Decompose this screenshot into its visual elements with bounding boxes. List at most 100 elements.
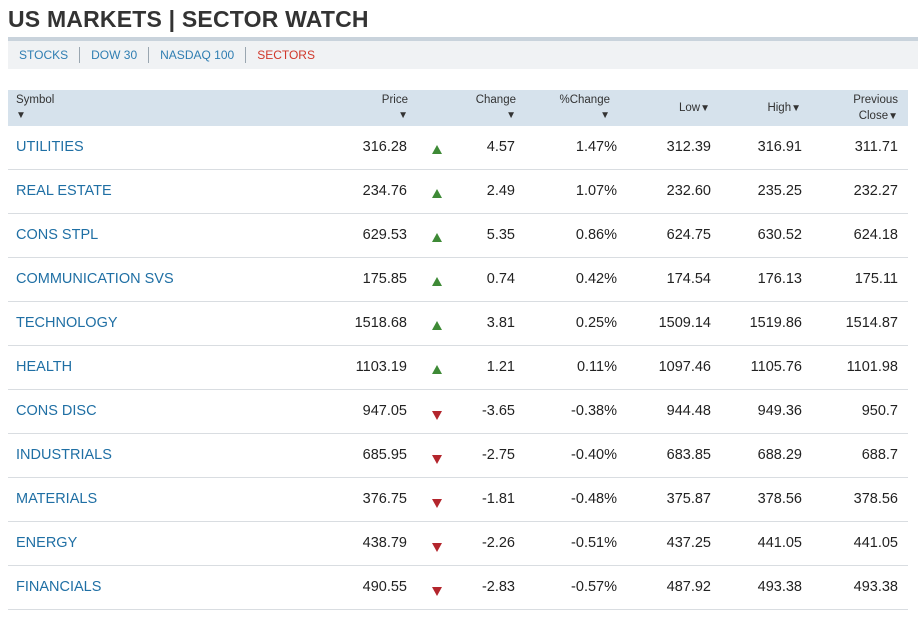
high-cell: 630.52 [757,227,802,243]
column-header-price[interactable]: Price ▼ [382,92,408,124]
high-cell: 949.36 [757,403,802,419]
column-header-previous-close[interactable]: Previous Close▼ [853,92,898,125]
high-cell: 688.29 [757,447,802,463]
column-header-symbol[interactable]: Symbol ▼ [16,92,54,124]
high-cell: 235.25 [757,183,802,199]
sector-symbol-link[interactable]: CONS DISC [16,403,97,419]
change-cell: 4.57 [486,139,515,155]
previous-close-cell: 175.11 [854,271,898,287]
change-cell: -2.75 [481,447,515,463]
previous-close-cell: 1514.87 [845,315,898,331]
table-row[interactable]: INDUSTRIALS 685.95 -2.75 -0.40% 683.85 688.29… [8,434,908,478]
market-tabs: STOCKS DOW 30 NASDAQ 100 SECTORS [8,41,918,69]
price-cell: 175.85 [362,271,407,287]
table-row[interactable]: FINANCIALS 490.55 -2.83 -0.57% 487.92 493.38 4… [8,566,908,610]
previous-close-cell: 311.71 [854,139,898,155]
sector-symbol-link[interactable]: REAL ESTATE [16,183,112,199]
price-cell: 685.95 [362,447,407,463]
high-cell: 493.38 [757,579,802,595]
pct-change-cell: -0.48% [571,491,617,507]
table-row[interactable]: MATERIALS 376.75 -1.81 -0.48% 375.87 378.56 37… [8,478,908,522]
price-cell: 1518.68 [354,315,407,331]
sector-symbol-link[interactable]: FINANCIALS [16,579,102,595]
pct-change-cell: 1.07% [575,183,617,199]
column-header-pct-change[interactable]: %Change ▼ [559,92,610,124]
sort-arrow-icon: ▼ [791,103,801,114]
tab-sectors[interactable]: SECTORS [257,48,315,62]
pct-change-cell: 0.11% [576,359,617,375]
price-header-label: Price [381,94,408,106]
sector-table-body: UTILITIES 316.28 4.57 1.47% 312.39 316.91 311.… [8,126,908,610]
up-arrow-icon [432,233,442,242]
low-cell: 232.60 [666,183,711,199]
sector-symbol-link[interactable]: INDUSTRIALS [16,447,112,463]
table-row[interactable]: UTILITIES 316.28 4.57 1.47% 312.39 316.91 311.… [8,126,908,170]
table-row[interactable]: REAL ESTATE 234.76 2.49 1.07% 232.60 235.25 23… [8,170,908,214]
column-header-high[interactable]: High▼ [767,100,801,117]
high-cell: 378.56 [757,491,802,507]
table-row[interactable]: TECHNOLOGY 1518.68 3.81 0.25% 1509.14 1519.86… [8,302,908,346]
sector-symbol-link[interactable]: UTILITIES [16,139,84,155]
sort-arrow-icon: ▼ [888,111,898,122]
sort-arrow-icon: ▼ [398,110,408,121]
previous-close-cell: 378.56 [853,491,898,507]
change-cell: -2.26 [481,535,515,551]
up-arrow-icon [432,365,442,374]
previous-close-header-label: Previous [853,94,898,106]
title-divider [8,37,918,41]
previous-close-cell: 624.18 [853,227,898,243]
price-cell: 316.28 [362,139,407,155]
change-cell: -2.83 [481,579,515,595]
down-arrow-icon [432,499,442,508]
table-header: Symbol ▼ Price ▼ Change ▼ %Change ▼ Low▼… [8,90,908,126]
tab-nasdaq-100[interactable]: NASDAQ 100 [149,47,247,63]
pct-change-cell: -0.38% [571,403,617,419]
sector-symbol-link[interactable]: COMMUNICATION SVS [16,271,174,287]
price-cell: 1103.19 [355,359,407,375]
change-cell: 5.35 [486,227,515,243]
pct-change-cell: -0.57% [571,579,617,595]
column-header-low[interactable]: Low▼ [679,100,710,117]
up-arrow-icon [432,145,442,154]
table-row[interactable]: CONS STPL 629.53 5.35 0.86% 624.75 630.52 624.… [8,214,908,258]
up-arrow-icon [432,189,442,198]
table-row[interactable]: COMMUNICATION SVS 175.85 0.74 0.42% 174.54 17… [8,258,908,302]
pct-change-cell: 0.42% [575,271,617,287]
sector-symbol-link[interactable]: HEALTH [16,359,73,375]
pct-change-cell: -0.40% [571,447,617,463]
price-cell: 234.76 [362,183,407,199]
sector-symbol-link[interactable]: ENERGY [16,535,78,551]
table-row[interactable]: HEALTH 1103.19 1.21 0.11% 1097.46 1105.76 1101… [8,346,908,390]
previous-close-cell: 688.7 [861,447,898,463]
tab-dow-30[interactable]: DOW 30 [80,47,150,63]
price-cell: 947.05 [362,403,407,419]
up-arrow-icon [432,277,442,286]
table-row[interactable]: ENERGY 438.79 -2.26 -0.51% 437.25 441.05 441.0… [8,522,908,566]
change-cell: 2.49 [486,183,515,199]
sort-arrow-icon: ▼ [506,110,516,121]
tab-stocks[interactable]: STOCKS [8,47,81,63]
change-cell: 0.74 [486,271,515,287]
low-cell: 487.92 [666,579,711,595]
sector-symbol-link[interactable]: MATERIALS [16,491,98,507]
price-cell: 490.55 [362,579,407,595]
low-cell: 683.85 [666,447,711,463]
high-cell: 1519.86 [749,315,802,331]
low-header-label: Low [678,102,701,114]
price-cell: 438.79 [362,535,407,551]
sector-symbol-link[interactable]: TECHNOLOGY [16,315,118,331]
pct-change-cell: 1.47% [575,139,617,155]
previous-close-cell: 441.05 [853,535,898,551]
up-arrow-icon [432,321,442,330]
sector-symbol-link[interactable]: CONS STPL [16,227,99,243]
down-arrow-icon [432,543,442,552]
column-header-change[interactable]: Change ▼ [476,92,516,124]
low-cell: 1097.46 [658,359,711,375]
low-cell: 174.54 [666,271,711,287]
pct-change-cell: 0.25% [575,315,617,331]
table-row[interactable]: CONS DISC 947.05 -3.65 -0.38% 944.48 949.36 95… [8,390,908,434]
previous-close-cell: 1101.98 [846,359,898,375]
sort-arrow-icon: ▼ [600,110,610,121]
low-cell: 375.87 [666,491,711,507]
sort-arrow-icon: ▼ [700,103,710,114]
